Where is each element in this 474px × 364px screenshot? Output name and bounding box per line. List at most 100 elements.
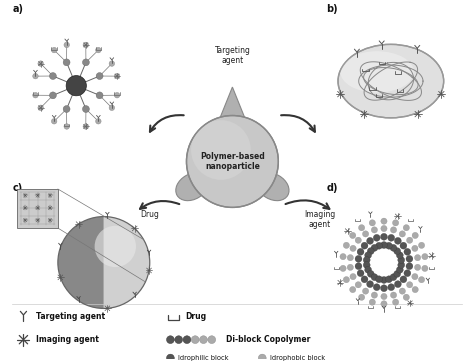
Circle shape bbox=[63, 59, 70, 66]
Circle shape bbox=[96, 119, 101, 124]
Circle shape bbox=[398, 257, 405, 264]
Ellipse shape bbox=[338, 44, 444, 118]
Circle shape bbox=[96, 72, 103, 79]
Circle shape bbox=[392, 299, 399, 305]
Circle shape bbox=[375, 276, 383, 283]
Ellipse shape bbox=[340, 51, 414, 92]
Circle shape bbox=[347, 254, 354, 261]
Polygon shape bbox=[216, 87, 248, 127]
Circle shape bbox=[381, 301, 387, 307]
Text: a): a) bbox=[13, 4, 24, 14]
Circle shape bbox=[381, 242, 387, 249]
Circle shape bbox=[95, 226, 136, 267]
Circle shape bbox=[64, 124, 70, 129]
Circle shape bbox=[403, 225, 410, 231]
Circle shape bbox=[363, 288, 369, 294]
Text: d): d) bbox=[327, 183, 338, 193]
Circle shape bbox=[369, 220, 375, 226]
Circle shape bbox=[340, 265, 346, 272]
Circle shape bbox=[381, 218, 387, 224]
Circle shape bbox=[419, 277, 425, 283]
Text: Targeting agent: Targeting agent bbox=[36, 312, 105, 321]
Circle shape bbox=[390, 244, 397, 251]
Circle shape bbox=[350, 245, 356, 252]
Circle shape bbox=[114, 92, 120, 98]
Text: Imaging agent: Imaging agent bbox=[36, 335, 99, 344]
Circle shape bbox=[381, 225, 387, 232]
Circle shape bbox=[361, 242, 368, 249]
Circle shape bbox=[96, 47, 101, 53]
Circle shape bbox=[363, 262, 370, 268]
Circle shape bbox=[375, 242, 383, 249]
Circle shape bbox=[350, 232, 356, 238]
Circle shape bbox=[390, 274, 397, 281]
Circle shape bbox=[422, 265, 428, 272]
Circle shape bbox=[347, 264, 354, 270]
Circle shape bbox=[394, 248, 401, 254]
Circle shape bbox=[414, 264, 421, 270]
Circle shape bbox=[361, 276, 368, 283]
Circle shape bbox=[366, 281, 374, 288]
Circle shape bbox=[388, 284, 395, 290]
Wedge shape bbox=[58, 217, 104, 308]
Text: Idrophobic block: Idrophobic block bbox=[270, 355, 325, 361]
Circle shape bbox=[83, 42, 89, 48]
Circle shape bbox=[166, 354, 174, 362]
Circle shape bbox=[371, 292, 377, 298]
Circle shape bbox=[51, 47, 57, 53]
Wedge shape bbox=[104, 217, 150, 308]
Circle shape bbox=[385, 276, 392, 283]
Circle shape bbox=[381, 277, 387, 284]
Circle shape bbox=[399, 231, 405, 237]
Circle shape bbox=[412, 232, 419, 238]
Circle shape bbox=[367, 270, 374, 277]
Circle shape bbox=[175, 336, 182, 344]
Ellipse shape bbox=[256, 173, 289, 201]
Circle shape bbox=[200, 336, 208, 344]
Circle shape bbox=[373, 284, 380, 290]
Circle shape bbox=[367, 248, 374, 254]
Circle shape bbox=[404, 270, 411, 277]
Circle shape bbox=[419, 242, 425, 249]
Circle shape bbox=[49, 72, 56, 79]
Circle shape bbox=[350, 286, 356, 293]
Circle shape bbox=[49, 92, 56, 99]
Circle shape bbox=[365, 252, 372, 259]
FancyBboxPatch shape bbox=[18, 189, 58, 228]
Circle shape bbox=[82, 59, 90, 66]
Text: Imaging
agent: Imaging agent bbox=[304, 210, 335, 229]
Text: Polymer-based
nanoparticle: Polymer-based nanoparticle bbox=[200, 152, 265, 171]
Circle shape bbox=[392, 220, 399, 226]
Circle shape bbox=[371, 274, 378, 281]
Circle shape bbox=[398, 262, 405, 268]
Circle shape bbox=[391, 227, 397, 233]
Circle shape bbox=[396, 266, 403, 273]
Circle shape bbox=[355, 282, 361, 288]
Circle shape bbox=[388, 234, 395, 241]
Circle shape bbox=[258, 354, 266, 362]
Circle shape bbox=[394, 237, 401, 244]
Ellipse shape bbox=[176, 173, 208, 201]
Circle shape bbox=[396, 252, 403, 259]
Text: Targeting
agent: Targeting agent bbox=[214, 46, 250, 65]
Circle shape bbox=[406, 256, 413, 262]
Text: Drug: Drug bbox=[140, 210, 159, 219]
Circle shape bbox=[366, 237, 374, 244]
Circle shape bbox=[414, 254, 421, 261]
Text: Idrophilic block: Idrophilic block bbox=[178, 355, 229, 361]
Circle shape bbox=[83, 124, 89, 129]
Circle shape bbox=[400, 276, 407, 283]
Circle shape bbox=[400, 242, 407, 249]
Text: c): c) bbox=[13, 183, 23, 193]
Circle shape bbox=[82, 106, 90, 112]
Circle shape bbox=[38, 61, 44, 66]
Circle shape bbox=[399, 288, 405, 294]
Circle shape bbox=[355, 256, 362, 262]
Text: Drug: Drug bbox=[185, 312, 207, 321]
Circle shape bbox=[403, 294, 410, 300]
Circle shape bbox=[358, 294, 365, 300]
Circle shape bbox=[381, 293, 387, 300]
Circle shape bbox=[355, 263, 362, 270]
Circle shape bbox=[407, 282, 413, 288]
Circle shape bbox=[406, 263, 413, 270]
